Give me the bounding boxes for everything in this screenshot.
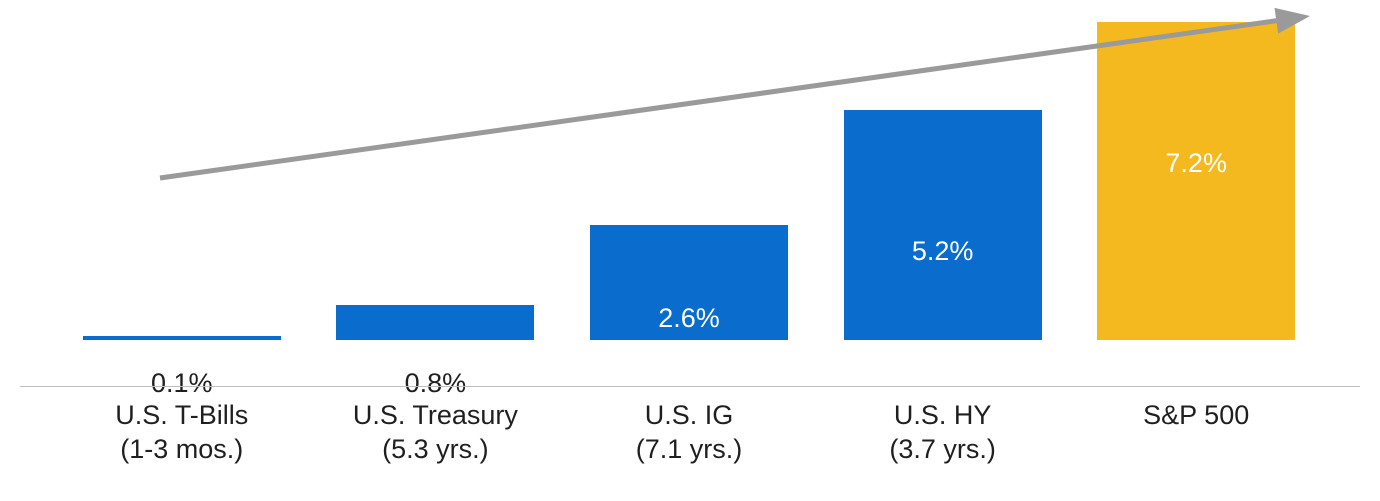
x-axis-label-line1: S&P 500	[1069, 398, 1323, 432]
x-axis-label-line1: U.S. HY	[816, 398, 1070, 432]
bar	[844, 110, 1042, 340]
x-axis-line	[20, 386, 1360, 387]
x-axis-label-line1: U.S. T-Bills	[55, 398, 309, 432]
x-axis-label-line1: U.S. Treasury	[309, 398, 563, 432]
bar-value-label: 5.2%	[844, 236, 1042, 267]
bar	[1097, 22, 1295, 340]
x-axis-label: U.S. HY(3.7 yrs.)	[816, 398, 1070, 466]
x-axis-label-line2: (3.7 yrs.)	[816, 432, 1070, 466]
x-axis-label: U.S. IG(7.1 yrs.)	[562, 398, 816, 466]
x-axis-label: S&P 500	[1069, 398, 1323, 432]
x-axis-label-line2: (1-3 mos.)	[55, 432, 309, 466]
bar-value-label: 0.8%	[336, 368, 534, 399]
bar	[336, 305, 534, 340]
x-axis-label-line1: U.S. IG	[562, 398, 816, 432]
x-axis-label: U.S. T-Bills(1-3 mos.)	[55, 398, 309, 466]
bar-value-label: 7.2%	[1097, 148, 1295, 179]
bar-value-label: 2.6%	[590, 303, 788, 334]
x-axis-label: U.S. Treasury(5.3 yrs.)	[309, 398, 563, 466]
plot-area: 0.1%0.8%2.6%5.2%7.2%	[55, 0, 1323, 340]
bar	[83, 336, 281, 340]
bar-value-label: 0.1%	[83, 368, 281, 399]
x-axis-labels: U.S. T-Bills(1-3 mos.)U.S. Treasury(5.3 …	[55, 398, 1323, 466]
x-axis-label-line2: (7.1 yrs.)	[562, 432, 816, 466]
x-axis-label-line2: (5.3 yrs.)	[309, 432, 563, 466]
asset-yield-chart: 0.1% 0.8% 2.6% 5.2% 7.2% U.S. T-Bills(1-3 mos…	[0, 0, 1380, 501]
